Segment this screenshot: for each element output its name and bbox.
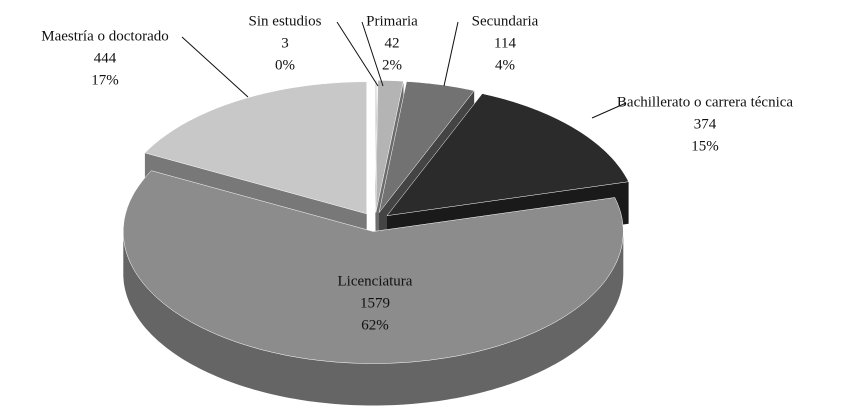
tops (123, 80, 629, 364)
slice-label: Sin estudios (249, 13, 322, 29)
slice-percent: 15% (691, 138, 719, 154)
slice-value: 42 (385, 35, 400, 51)
slice-label: Licenciatura (338, 273, 413, 289)
slice-label: Primaria (366, 13, 418, 29)
slice (378, 81, 475, 213)
slice-value: 374 (694, 116, 717, 132)
slice-percent: 0% (275, 57, 295, 73)
leader-line (591, 102, 627, 119)
slice (374, 80, 378, 213)
slice (375, 80, 404, 213)
slice (144, 81, 367, 215)
slice-percent: 17% (91, 72, 119, 88)
leader-line (336, 21, 379, 87)
slice-label: Maestría o doctorado (41, 28, 168, 44)
slice-label: Bachillerato o carrera técnica (617, 94, 793, 110)
leader-line (361, 21, 384, 87)
slice-side (123, 231, 624, 406)
leader-line (181, 36, 249, 98)
slice-value: 444 (94, 50, 117, 66)
slice-value: 114 (494, 35, 516, 51)
leader-line (443, 21, 459, 87)
slice (386, 93, 629, 217)
slice-percent: 62% (361, 317, 389, 333)
slice-value: 1579 (360, 295, 390, 311)
slice-value: 3 (281, 35, 289, 51)
slice-percent: 2% (382, 57, 402, 73)
slice-percent: 4% (495, 57, 515, 73)
slice (123, 170, 624, 364)
slice-label: Secundaria (472, 13, 539, 29)
